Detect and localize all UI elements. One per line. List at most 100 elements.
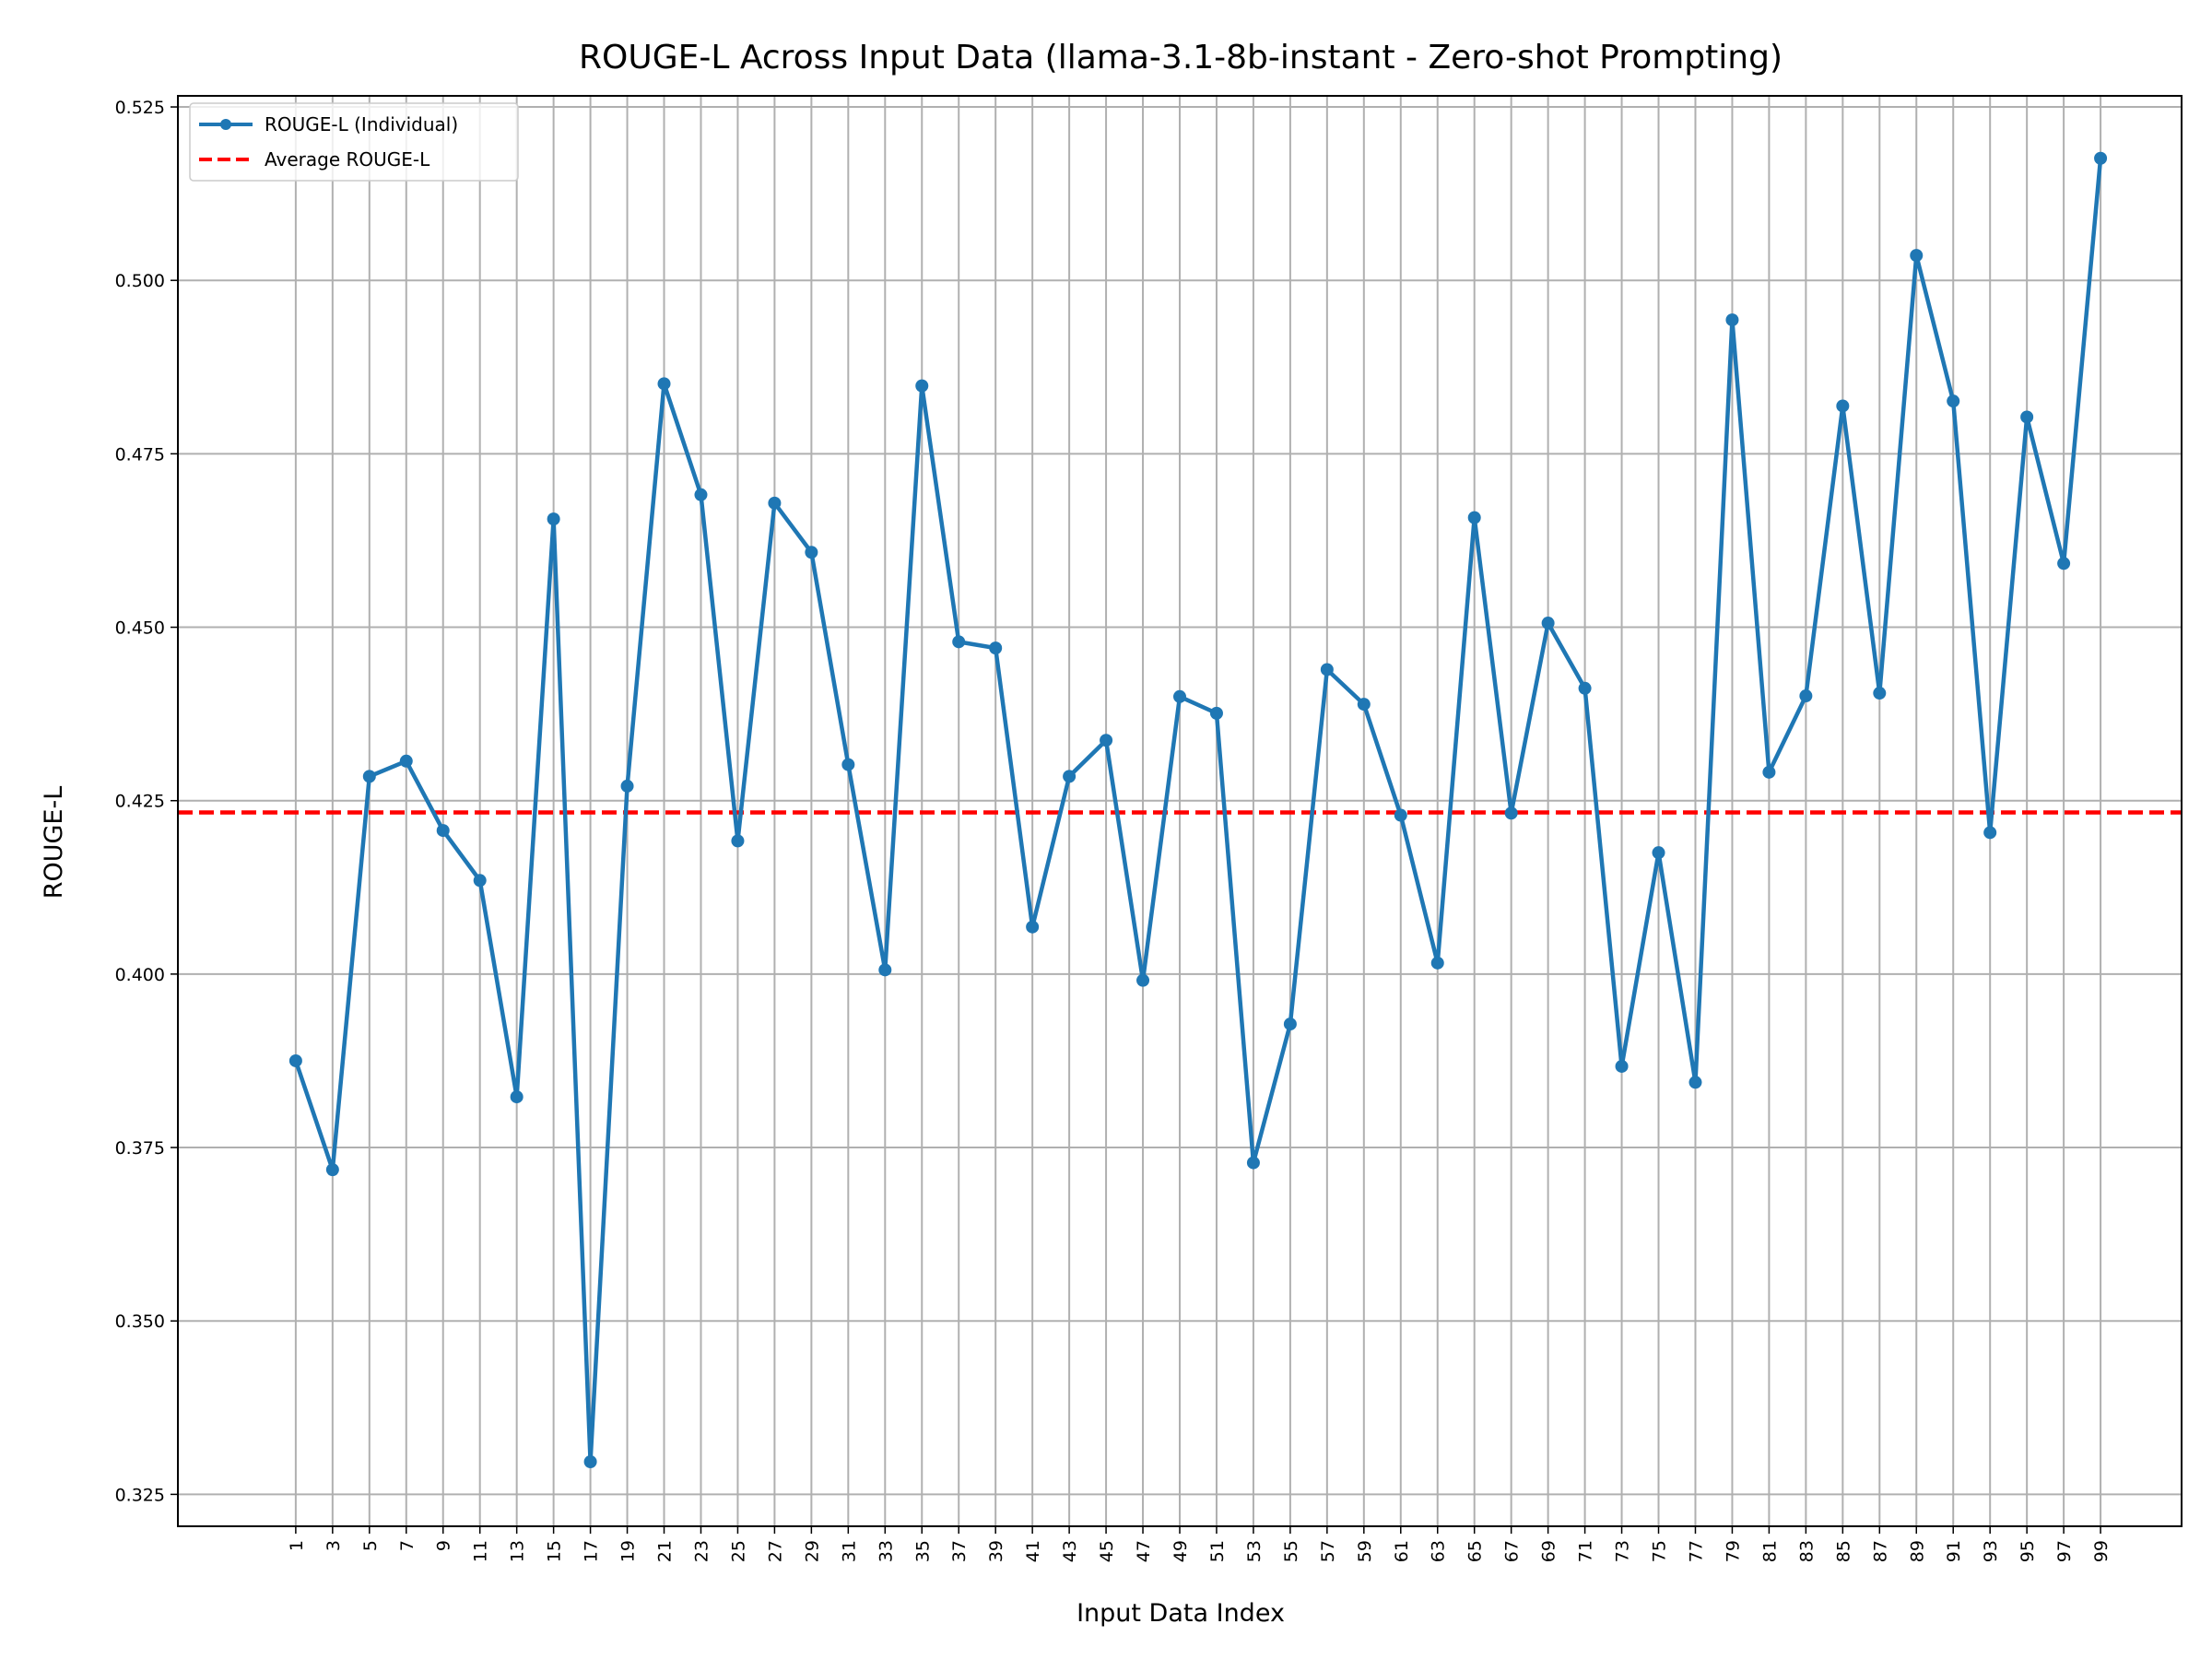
data-point (952, 635, 966, 649)
x-tick-label: 35 (912, 1540, 933, 1562)
x-tick-label: 95 (2018, 1540, 2038, 1562)
data-point (1430, 956, 1444, 970)
x-tick-label: 73 (1613, 1540, 1633, 1562)
x-tick-label: 61 (1392, 1540, 1412, 1562)
x-tick-label: 5 (360, 1540, 381, 1551)
x-tick-label: 75 (1650, 1540, 1670, 1562)
data-point (1246, 1156, 1260, 1170)
data-point (510, 1090, 524, 1104)
x-tick-label: 47 (1134, 1540, 1154, 1562)
legend-label-average: Average ROUGE-L (265, 148, 430, 171)
x-tick-label: 57 (1318, 1540, 1338, 1562)
data-point (1136, 973, 1150, 987)
legend-box (189, 102, 519, 182)
data-point (362, 770, 376, 783)
x-tick-label: 33 (876, 1540, 896, 1562)
data-point (1320, 663, 1334, 677)
data-point (1173, 689, 1186, 703)
data-point (657, 377, 671, 391)
series-layer (288, 151, 2108, 1469)
x-tick-label: 81 (1759, 1540, 1780, 1562)
chart-title: ROUGE-L Across Input Data (llama-3.1-8b-… (579, 39, 1783, 76)
data-point (1836, 399, 1850, 413)
data-point (1762, 765, 1776, 779)
data-point (325, 1163, 339, 1177)
x-tick-label: 31 (839, 1540, 859, 1562)
data-point (1283, 1018, 1297, 1031)
data-point (989, 641, 1003, 655)
legend: ROUGE-L (Individual) Average ROUGE-L (189, 102, 519, 182)
data-point (768, 496, 782, 510)
data-point (547, 512, 560, 526)
data-point (1688, 1076, 1702, 1089)
x-tick-label: 65 (1465, 1540, 1486, 1562)
x-tick-label: 1 (287, 1540, 307, 1551)
x-tick-label: 91 (1944, 1540, 1964, 1562)
x-tick-label: 59 (1355, 1540, 1375, 1562)
data-point (1615, 1059, 1629, 1073)
x-tick-label: 19 (618, 1540, 639, 1562)
data-point (841, 758, 855, 771)
x-tick-label: 71 (1576, 1540, 1596, 1562)
x-tick-label: 87 (1870, 1540, 1890, 1562)
y-tick-label: 0.375 (115, 1138, 165, 1159)
data-point (1026, 920, 1040, 934)
data-point (2094, 151, 2108, 165)
x-tick-label: 13 (508, 1540, 528, 1562)
x-tick-label: 97 (2054, 1540, 2075, 1562)
y-tick-label: 0.450 (115, 618, 165, 639)
x-tick-label: 51 (1207, 1540, 1228, 1562)
data-point (1910, 249, 1924, 263)
x-tick-label: 83 (1796, 1540, 1817, 1562)
x-tick-label: 25 (728, 1540, 748, 1562)
x-tick-label: 53 (1244, 1540, 1265, 1562)
data-point (731, 834, 745, 848)
data-point (1578, 681, 1592, 695)
y-axis-label: ROUGE-L (40, 786, 68, 900)
x-tick-label: 23 (691, 1540, 712, 1562)
y-tick-label: 0.350 (115, 1312, 165, 1332)
data-point (583, 1455, 597, 1469)
data-point (1983, 826, 1997, 840)
data-point (399, 754, 413, 768)
x-axis-label: Input Data Index (1077, 1599, 1285, 1628)
data-point (620, 779, 634, 793)
data-point (1394, 808, 1407, 822)
y-tick-label: 0.425 (115, 792, 165, 812)
data-point (436, 824, 450, 838)
data-point (288, 1053, 302, 1067)
data-point (1209, 706, 1223, 720)
data-point (805, 546, 818, 559)
data-point (878, 963, 892, 977)
data-point (473, 874, 487, 888)
x-tick-label: 89 (1907, 1540, 1927, 1562)
x-tick-label: 27 (765, 1540, 785, 1562)
x-tick-label: 29 (802, 1540, 822, 1562)
x-tick-label: 67 (1502, 1540, 1523, 1562)
x-tick-label: 49 (1171, 1540, 1191, 1562)
data-point (694, 488, 708, 501)
series-line-individual (293, 158, 2103, 1465)
data-point (1725, 313, 1739, 327)
data-point (1873, 687, 1887, 700)
x-tick-label: 15 (545, 1540, 565, 1562)
x-tick-label: 11 (471, 1540, 491, 1562)
data-point (1357, 698, 1371, 712)
x-tick-label: 99 (2091, 1540, 2112, 1562)
legend-marker-individual (220, 119, 231, 130)
x-tick-label: 43 (1060, 1540, 1080, 1562)
x-tick-label: 77 (1686, 1540, 1706, 1562)
y-tick-label: 0.475 (115, 444, 165, 465)
x-tick-label: 39 (986, 1540, 1006, 1562)
x-tick-label: 79 (1723, 1540, 1743, 1562)
y-tick-label: 0.525 (115, 98, 165, 118)
data-point (1947, 394, 1960, 408)
x-tick-label: 93 (1981, 1540, 2001, 1562)
x-tick-label: 17 (582, 1540, 602, 1562)
x-tick-label: 37 (949, 1540, 970, 1562)
legend-label-individual: ROUGE-L (Individual) (265, 113, 458, 135)
x-tick-label: 85 (1833, 1540, 1853, 1562)
data-point (2020, 410, 2034, 424)
x-tick-label: 9 (434, 1540, 454, 1551)
data-point (1799, 689, 1813, 703)
